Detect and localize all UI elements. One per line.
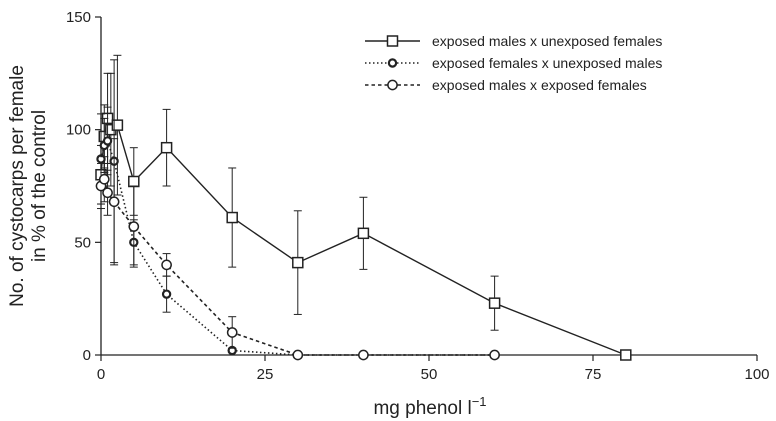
data-point-series-2-point-3 <box>102 136 113 146</box>
legend-label-3: exposed males x exposed females <box>432 77 647 93</box>
axes: 0 25 50 75 100 0 50 100 150 <box>66 9 770 383</box>
data-point-series-3-point-6 <box>161 259 172 271</box>
x-tick-label-25: 25 <box>257 366 274 383</box>
y-axis-title: No. of cystocarps per female in % of the… <box>7 65 50 307</box>
x-tick-label-50: 50 <box>421 366 438 383</box>
y-tick-label-150: 150 <box>66 9 91 26</box>
y-tick-label-100: 100 <box>66 122 91 139</box>
legend: exposed males x unexposed females exposed… <box>365 33 662 93</box>
x-axis-title-superscript: −1 <box>472 394 487 409</box>
legend-marker-1 <box>386 35 399 47</box>
data-point-series-1-point-7 <box>160 141 173 154</box>
x-tick-label-0: 0 <box>97 366 105 383</box>
x-axis-title: mg phenol l−1 <box>373 394 486 419</box>
data-point-series-1-point-8 <box>226 211 238 224</box>
data-point-series-3-point-3 <box>102 187 113 199</box>
y-axis-title-line-2: in % of the control <box>29 110 50 262</box>
data-point-series-3-point-10 <box>489 349 500 361</box>
legend-marker-2 <box>387 58 398 68</box>
series-3 <box>95 138 500 361</box>
data-point-series-3-point-5 <box>128 221 140 232</box>
legend-label-2: exposed females x unexposed males <box>432 55 662 71</box>
data-point-series-3-point-2 <box>98 173 110 185</box>
data-point-series-3-point-8 <box>292 349 304 361</box>
x-axis-title-text: mg phenol l <box>373 398 471 419</box>
y-axis-title-line-1: No. of cystocarps per female <box>7 65 28 307</box>
data-point-series-3-point-4 <box>108 196 120 208</box>
data-point-series-1-point-10 <box>357 227 370 240</box>
data-point-series-1-point-9 <box>292 256 304 269</box>
legend-marker-3 <box>387 79 398 91</box>
data-point-series-1-point-6 <box>128 175 140 188</box>
x-tick-label-100: 100 <box>744 366 769 383</box>
y-tick-label-0: 0 <box>83 347 91 364</box>
series-1 <box>95 54 632 361</box>
series-layer <box>95 54 632 361</box>
data-point-series-1-point-11 <box>488 297 501 309</box>
data-point-series-3-point-7 <box>226 327 238 338</box>
data-point-series-1-point-5 <box>111 119 124 131</box>
legend-label-1: exposed males x unexposed females <box>432 33 662 49</box>
data-point-series-1-point-12 <box>620 349 632 361</box>
data-point-series-2-point-6 <box>161 289 172 299</box>
data-point-series-3-point-9 <box>358 349 369 361</box>
y-tick-label-50: 50 <box>74 234 91 251</box>
x-tick-label-75: 75 <box>585 366 602 383</box>
